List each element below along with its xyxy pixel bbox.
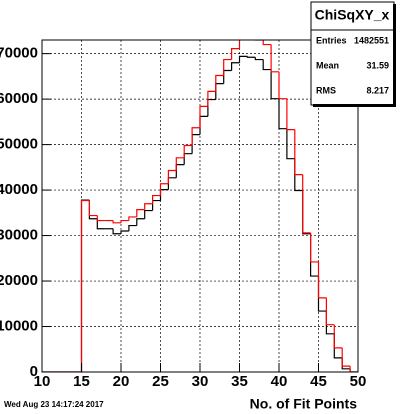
x-tick-label: 35 [231, 373, 248, 390]
stats-label: RMS [316, 85, 336, 95]
histogram-bin [325, 297, 335, 326]
y-tick-label: 0 [30, 363, 38, 380]
histogram-bin [302, 174, 311, 234]
histogram-bin [294, 129, 303, 176]
histogram-bin [96, 215, 106, 222]
histogram-bin [238, 55, 248, 63]
x-tick-label: 30 [192, 373, 209, 390]
x-tick-label: 45 [310, 373, 327, 390]
timestamp: Wed Aug 23 14:17:24 2017 [4, 400, 104, 409]
histogram-bin [112, 220, 121, 224]
axes: 10 15 20 25 30 35 40 45 50 0 10000 20000 30000 40000 5… [0, 45, 366, 390]
stats-value: 31.59 [366, 60, 389, 70]
histogram-bin [175, 157, 185, 171]
stats-value: 8.217 [366, 85, 389, 95]
stats-shadow [313, 104, 396, 107]
stats-label: Mean [316, 60, 339, 70]
histogram-bin [96, 218, 106, 230]
y-tick-label: 40000 [0, 181, 38, 198]
x-tick-label: 50 [350, 373, 367, 390]
histogram-bin [112, 228, 121, 235]
histogram-series [42, 40, 358, 372]
histogram-bin [159, 183, 169, 196]
histogram-bin [286, 98, 295, 131]
histogram-bin [349, 366, 358, 372]
stats-title: ChiSqXY_x [315, 7, 390, 23]
y-tick-label: 30000 [0, 227, 38, 244]
histogram-bin [254, 57, 264, 61]
histogram-bin [246, 56, 256, 58]
histogram-bin [333, 324, 343, 349]
histogram-bin [278, 71, 287, 100]
histogram-bin [120, 230, 129, 234]
histogram-bin [191, 127, 200, 146]
histogram-bin [262, 40, 272, 46]
histogram-bin [128, 224, 137, 232]
histogram-bin [80, 199, 90, 372]
stats-frame [310, 1, 395, 106]
histogram-bin [278, 98, 287, 130]
x-tick-label: 10 [34, 373, 51, 390]
y-tick-label: 50000 [0, 136, 38, 153]
histogram-bin [270, 69, 279, 100]
stats-label: Entries [316, 35, 347, 45]
histogram-bin [199, 105, 208, 128]
histogram-bin [136, 209, 145, 217]
x-tick-label: 25 [152, 373, 169, 390]
x-tick-label: 40 [271, 373, 288, 390]
stats-shadow [393, 4, 396, 107]
x-tick-label: 20 [113, 373, 130, 390]
x-tick-label: 15 [73, 373, 90, 390]
histogram-bin [286, 128, 295, 160]
x-axis-title: No. of Fit Points [250, 396, 358, 412]
histogram-bin [215, 74, 224, 92]
histogram-bin [310, 232, 319, 263]
histogram-bin [183, 144, 193, 158]
histogram-bin [262, 59, 272, 71]
histogram-bin [238, 40, 241, 49]
histogram-bin [207, 90, 216, 107]
y-tick-label: 10000 [0, 317, 38, 334]
histogram-bin [341, 347, 351, 367]
histogram-bin [317, 261, 327, 299]
histogram-bin [144, 209, 153, 219]
histogram-bin [223, 58, 232, 76]
histogram-bin [88, 200, 98, 217]
y-tick-label: 70000 [0, 45, 38, 62]
histogram-bin [144, 203, 153, 210]
histogram-bin [152, 194, 161, 204]
y-tick-label: 20000 [0, 272, 38, 289]
y-tick-label: 60000 [0, 90, 38, 107]
histogram-bin [136, 218, 145, 226]
histogram-bin [167, 169, 177, 184]
histogram-bin [120, 219, 129, 223]
histogram-bin [128, 216, 137, 221]
histogram-bin [231, 62, 240, 71]
stats-box: ChiSqXY_x Entries 1482551 Mean 31.59 RMS… [310, 1, 396, 107]
stats-value: 1482551 [354, 35, 389, 45]
histogram-bin [231, 48, 240, 60]
histogram-bin [270, 44, 279, 73]
plot-area [42, 40, 358, 372]
